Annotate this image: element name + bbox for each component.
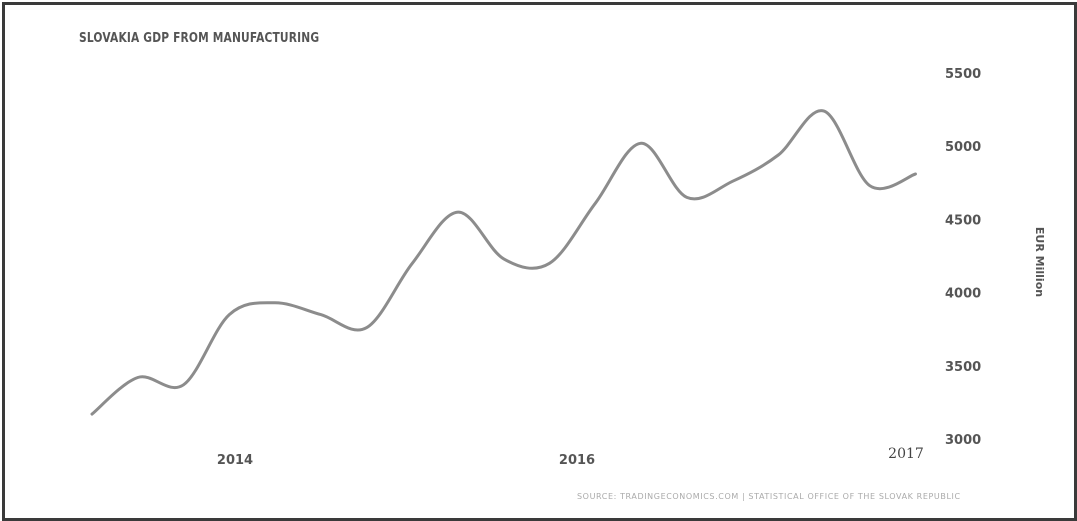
x-tick-label: 2014: [217, 453, 253, 468]
source-note: SOURCE: TRADINGECONOMICS.COM | STATISTIC…: [577, 492, 961, 501]
x-tick-label: 2017: [888, 446, 924, 462]
y-tick-label: 4000: [945, 287, 981, 302]
y-tick-label: 3000: [945, 433, 981, 448]
series-layer: [90, 109, 917, 416]
y-tick-label: 4500: [945, 213, 981, 228]
y-tick-label: 5000: [945, 140, 981, 155]
x-axis-ticks: 2014 2016 2017: [217, 446, 924, 468]
y-tick-label: 5500: [945, 67, 981, 82]
y-axis-ticks: 5500 5000 4500 4000 3500 3000: [945, 67, 981, 448]
y-tick-label: 3500: [945, 360, 981, 375]
y-axis-label: EUR Million: [1033, 227, 1046, 297]
chart-title: SLOVAKIA GDP FROM MANUFACTURING: [79, 31, 320, 46]
x-tick-label: 2016: [559, 453, 595, 468]
series-line-0: [90, 109, 917, 416]
